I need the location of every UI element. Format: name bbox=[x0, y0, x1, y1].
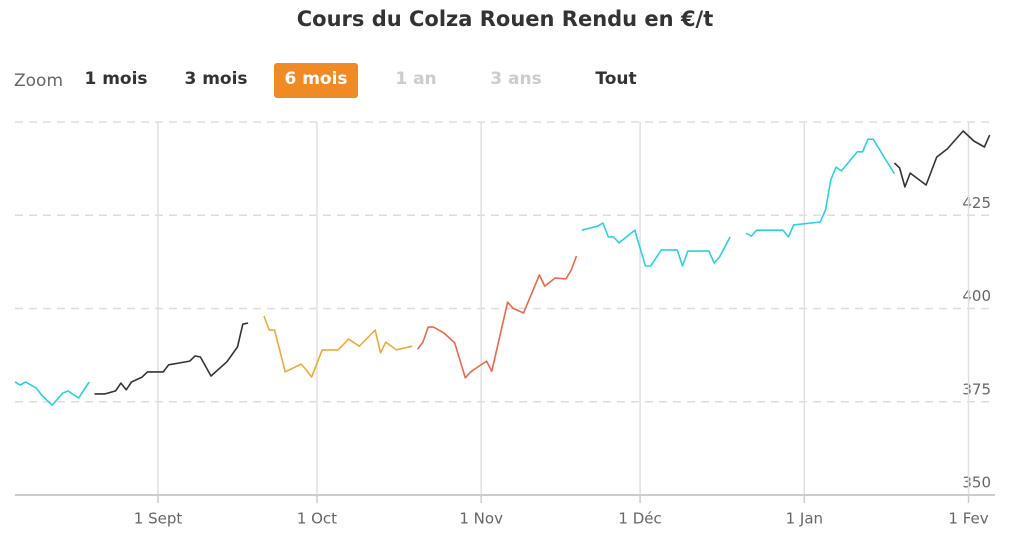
x-tick-label: 1 Déc bbox=[618, 510, 661, 528]
y-tick-label: 425 bbox=[962, 194, 991, 212]
zoom-button[interactable]: 6 mois bbox=[284, 69, 347, 89]
zoom-button: 3 ans bbox=[490, 69, 541, 89]
y-tick-label: 375 bbox=[962, 380, 991, 398]
x-tick-label: 1 Fev bbox=[948, 510, 988, 528]
series-line bbox=[94, 322, 249, 395]
x-tick-label: 1 Sept bbox=[134, 510, 183, 528]
zoom-buttons: 1 mois 3 mois 6 mois 1 an 3 ans Tout bbox=[84, 63, 637, 98]
zoom-label: Zoom bbox=[14, 71, 63, 91]
zoom-button-bg bbox=[274, 63, 358, 98]
y-tick-label: 400 bbox=[962, 287, 991, 305]
zoom-button[interactable]: Tout bbox=[595, 69, 636, 89]
x-tick-label: 1 Nov bbox=[459, 510, 503, 528]
x-tick-label: 1 Jan bbox=[786, 510, 823, 528]
series-line bbox=[263, 315, 413, 378]
zoom-button[interactable]: 1 mois bbox=[84, 69, 147, 89]
chart-title: Cours du Colza Rouen Rendu en €/t bbox=[297, 7, 714, 31]
zoom-button[interactable]: 3 mois bbox=[184, 69, 247, 89]
series-line bbox=[581, 138, 896, 267]
series-line bbox=[416, 255, 578, 379]
y-tick-label: 350 bbox=[962, 474, 991, 492]
x-tick-label: 1 Oct bbox=[297, 510, 337, 528]
series-line bbox=[14, 381, 90, 406]
series-line bbox=[893, 130, 991, 188]
zoom-button: 1 an bbox=[395, 69, 436, 89]
